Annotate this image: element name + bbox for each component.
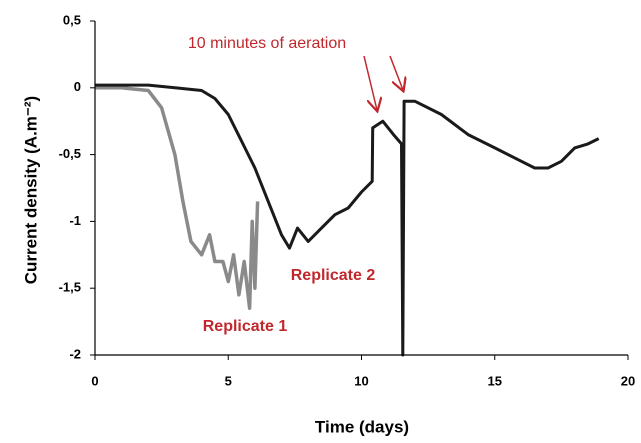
x-tick-label: 5 — [225, 373, 232, 388]
y-tick-label: -2 — [69, 346, 81, 361]
series-label: Replicate 2 — [291, 267, 376, 284]
y-axis-title: Current density (A.m⁻²) — [21, 96, 40, 284]
series-line — [95, 83, 600, 357]
arrow — [363, 55, 377, 110]
x-tick-label: 15 — [488, 373, 502, 388]
y-tick-label: -1,5 — [59, 280, 81, 295]
arrow — [389, 55, 403, 90]
y-tick-label: 0,5 — [63, 12, 81, 27]
y-tick-label: -1 — [69, 213, 81, 228]
series-line — [95, 86, 260, 310]
series-label: Replicate 1 — [203, 318, 288, 335]
y-tick-label: 0 — [74, 79, 81, 94]
x-axis-title: Time (days) — [315, 417, 409, 436]
x-tick-label: 20 — [621, 373, 635, 388]
x-tick-label: 0 — [91, 373, 98, 388]
x-tick-label: 10 — [354, 373, 368, 388]
y-tick-label: -0,5 — [59, 146, 81, 161]
annotation: 10 minutes of aeration — [188, 35, 346, 52]
